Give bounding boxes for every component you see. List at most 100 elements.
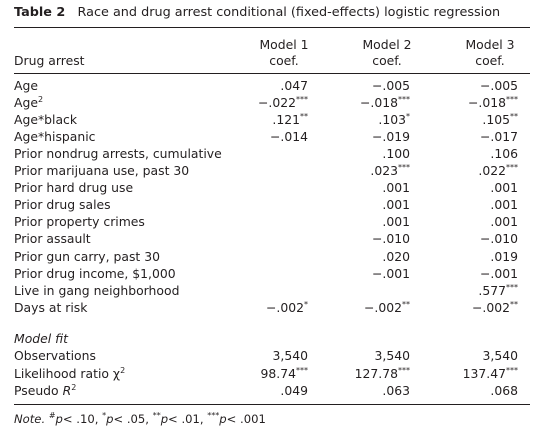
row-label-text: Days at risk xyxy=(14,299,88,315)
coef-value: −.018 xyxy=(360,95,398,111)
note-val-1: < .10, xyxy=(62,412,99,426)
coef-value: .105 xyxy=(482,112,510,128)
row-label: Prior marijuana use, past 30 xyxy=(14,163,189,179)
note-sig-2: * xyxy=(102,411,107,420)
coef-value: 3,540 xyxy=(272,348,308,363)
coef-value: .001 xyxy=(490,214,518,230)
table-title: Race and drug arrest conditional (fixed-… xyxy=(77,5,501,20)
coef-value: −.018 xyxy=(468,95,506,111)
row-label-text: Prior assault xyxy=(14,231,91,247)
coef-m2: −.010 xyxy=(372,231,410,247)
coef-value: .121 xyxy=(272,112,300,128)
coef-m2: −.005 xyxy=(372,78,410,94)
table-note: Note. #p< .10, *p< .05, **p< .01, ***p< … xyxy=(14,411,266,427)
coef-m1: .121** xyxy=(272,112,308,128)
coef-m2: .023*** xyxy=(370,163,410,179)
header-rule xyxy=(14,73,530,74)
coef-value: 127.78 xyxy=(354,365,398,381)
coef-m2: 127.78*** xyxy=(355,366,410,382)
row-label-superscript: 2 xyxy=(37,95,44,105)
significance-stars: *** xyxy=(398,95,410,105)
coef-value: −.002 xyxy=(472,299,510,315)
note-sig-4: *** xyxy=(207,411,220,420)
model-2-header: Model 2 xyxy=(362,37,412,52)
row-label-text: Prior marijuana use, past 30 xyxy=(14,163,190,179)
row-label: Prior drug income, $1,000 xyxy=(14,266,176,282)
row-label: Observations xyxy=(14,348,96,364)
coef-m2: .001 xyxy=(382,197,410,213)
coef-value: −.010 xyxy=(480,231,518,247)
coef-value: .063 xyxy=(382,383,410,398)
note-val-4: < .001 xyxy=(226,412,266,426)
coef-m2: .103* xyxy=(378,112,410,128)
coef-value: .103 xyxy=(378,112,406,128)
significance-stars: *** xyxy=(506,95,518,105)
coef-m2: .063 xyxy=(382,383,410,399)
top-rule xyxy=(14,27,530,28)
coef-value: 98.74 xyxy=(260,365,296,381)
coef-m2: −.018*** xyxy=(360,95,410,111)
coef-m3: 3,540 xyxy=(483,348,518,364)
coef-m3: .001 xyxy=(490,180,518,196)
row-label: Prior drug sales xyxy=(14,197,111,213)
coef-m2: .020 xyxy=(382,249,410,265)
coef-m3: .022*** xyxy=(478,163,518,179)
coef-value: 3,540 xyxy=(374,348,410,363)
coef-m3: −.018*** xyxy=(468,95,518,111)
coef-m3: .001 xyxy=(490,214,518,230)
row-label-text: Live in gang neighborhood xyxy=(14,282,180,298)
coef-m1: 98.74*** xyxy=(261,366,308,382)
coef-value: .001 xyxy=(382,180,410,196)
model-3-subheader: coef. xyxy=(475,53,505,68)
row-label-text: Age*black xyxy=(14,112,78,128)
coef-value: .019 xyxy=(490,248,518,264)
row-label-text: Prior nondrug arrests, cumulative xyxy=(14,146,222,162)
coef-value: .020 xyxy=(382,248,410,264)
row-label: Age2 xyxy=(14,95,43,111)
coef-value: .100 xyxy=(382,146,410,162)
significance-stars: *** xyxy=(398,163,410,173)
coef-m3: −.002** xyxy=(472,300,518,316)
coef-value: −.002 xyxy=(364,299,402,315)
model-1-header: Model 1 xyxy=(259,37,309,52)
row-label-text: Age xyxy=(14,78,38,93)
coef-m1: −.022*** xyxy=(258,95,308,111)
significance-stars: * xyxy=(406,112,410,122)
coef-m3: −.017 xyxy=(480,129,518,145)
coef-value: .001 xyxy=(382,197,410,213)
coef-m1: .047 xyxy=(280,78,308,94)
bottom-rule xyxy=(14,404,530,405)
coef-m2: .100 xyxy=(382,146,410,162)
coef-m3: 137.47*** xyxy=(463,366,518,382)
table-number: Table 2 xyxy=(14,5,66,20)
note-label: Note. xyxy=(14,412,46,426)
row-label-text: Prior gun carry, past 30 xyxy=(14,248,160,264)
row-label: Days at risk xyxy=(14,300,87,316)
coef-m1: .049 xyxy=(280,383,308,399)
row-label-text: Prior property crimes xyxy=(14,214,145,230)
note-p-3: p xyxy=(160,412,169,426)
coef-value: .022 xyxy=(478,163,506,179)
coef-value: .049 xyxy=(280,383,308,398)
row-label-text: Prior drug income, $1,000 xyxy=(14,265,176,281)
row-label-superscript: 2 xyxy=(120,365,126,375)
coef-value: .001 xyxy=(490,180,518,196)
coef-value: −.001 xyxy=(372,265,410,281)
row-label: Age*black xyxy=(14,112,77,128)
row-label-text: Age*hispanic xyxy=(14,129,96,145)
row-label-superscript: 2 xyxy=(71,383,77,392)
row-label-text: Prior hard drug use xyxy=(14,180,134,196)
model-3-header: Model 3 xyxy=(465,37,515,52)
significance-stars: *** xyxy=(506,163,518,173)
coef-value: −.010 xyxy=(372,231,410,247)
row-label: Prior gun carry, past 30 xyxy=(14,249,160,265)
coef-m3: −.005 xyxy=(480,78,518,94)
table-caption: Table 2 Race and drug arrest conditional… xyxy=(14,5,500,20)
coef-value: 137.47 xyxy=(462,365,506,381)
significance-stars: * xyxy=(304,299,308,309)
coef-value: .001 xyxy=(490,197,518,213)
significance-stars: *** xyxy=(296,95,308,105)
significance-stars: *** xyxy=(506,282,518,292)
note-sig-3: ** xyxy=(152,411,161,420)
row-label: Likelihood ratio χ2 xyxy=(14,366,125,382)
